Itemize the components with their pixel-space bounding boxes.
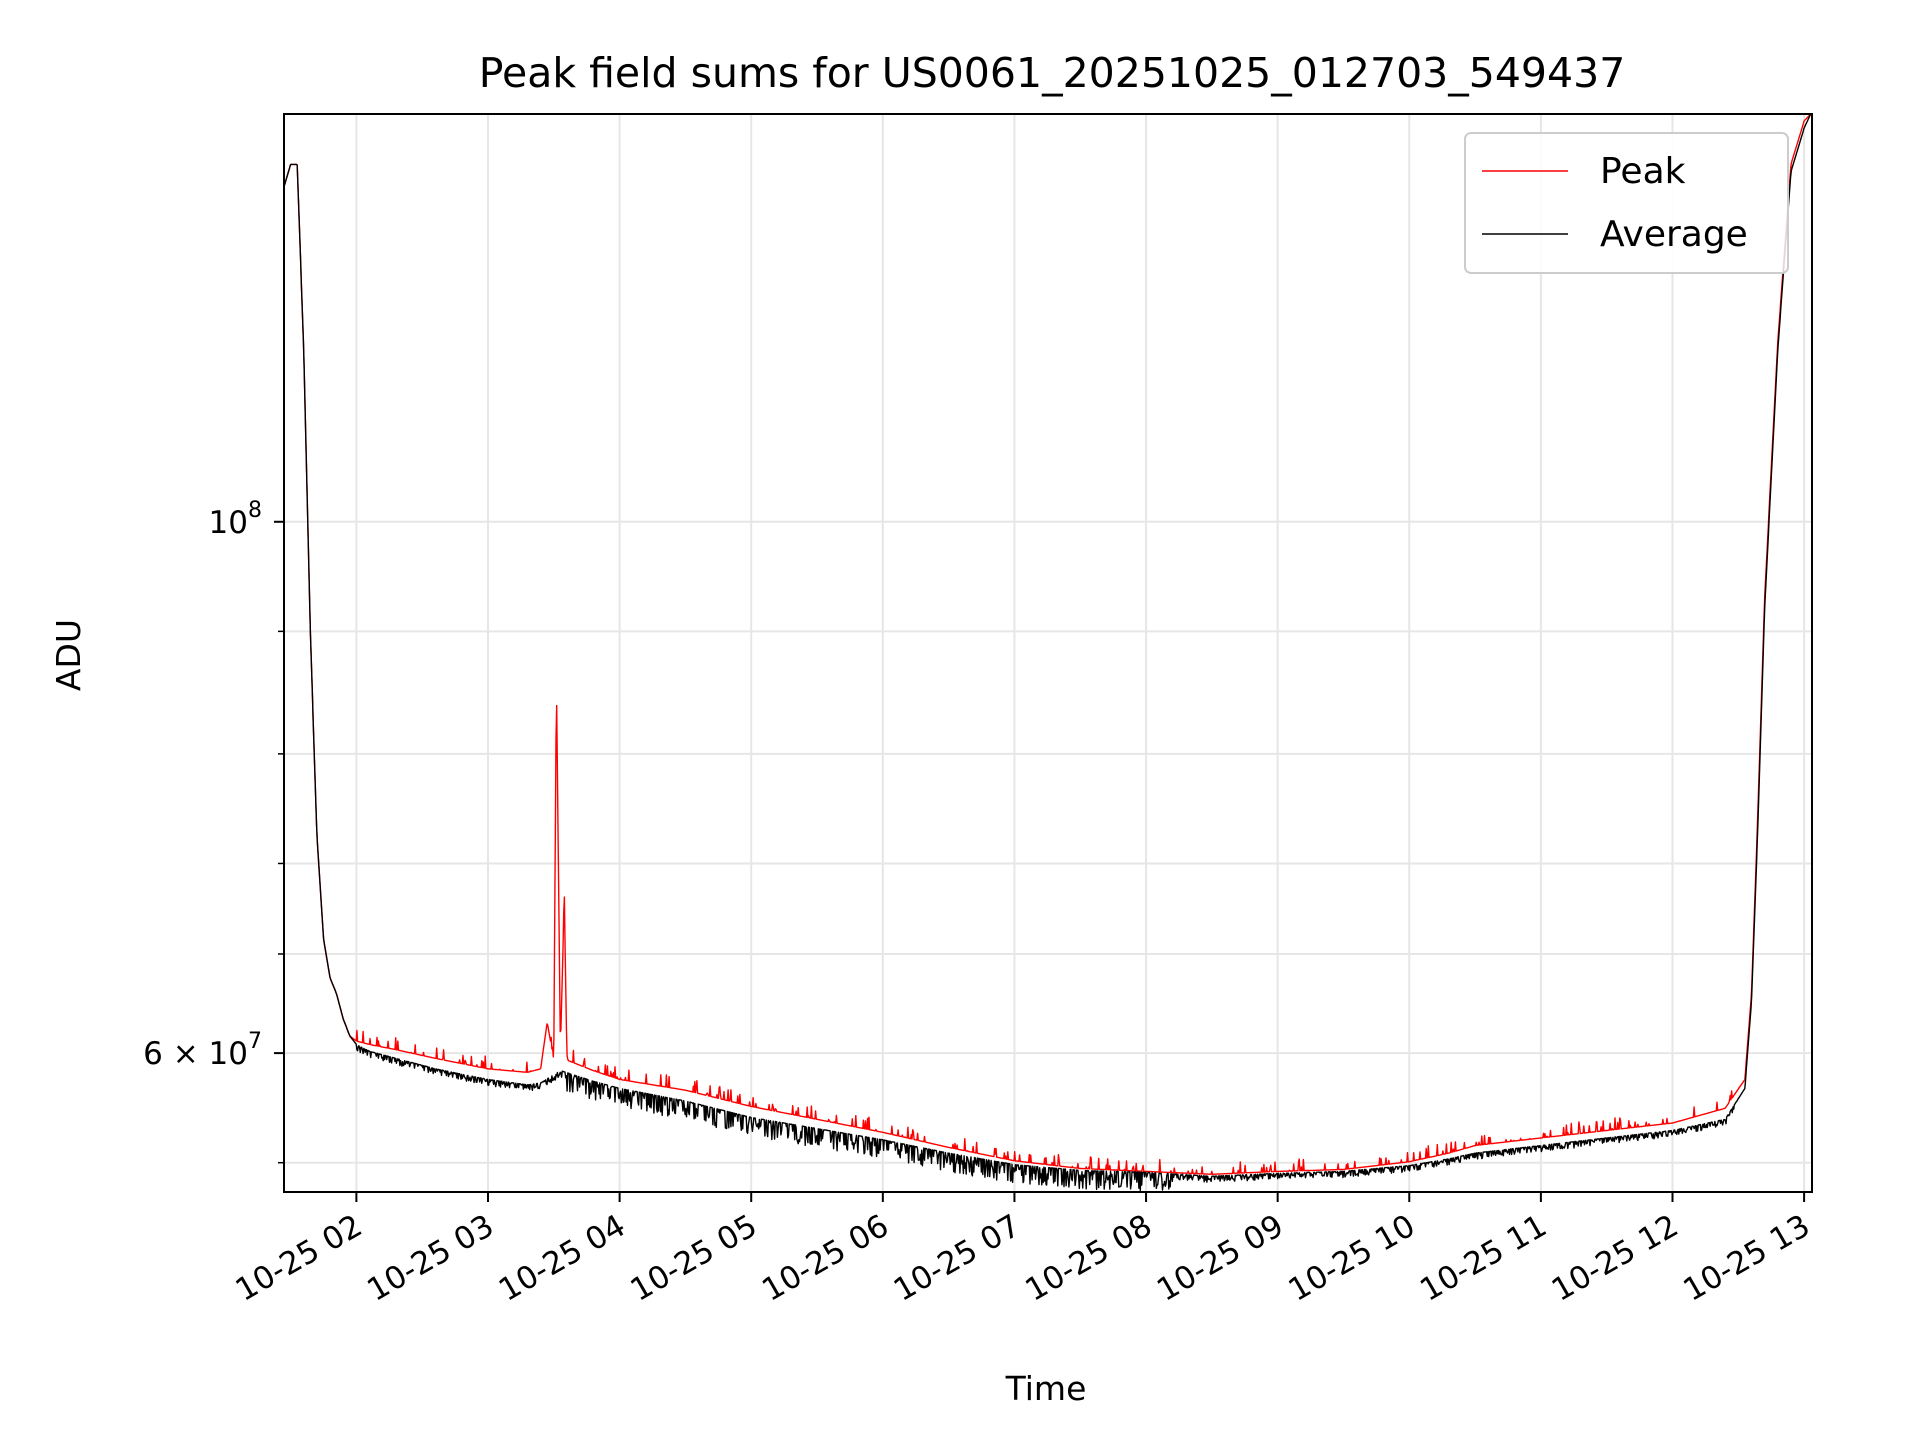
y-axis-title: ADU	[49, 619, 88, 691]
legend-average-label: Average	[1600, 214, 1748, 255]
legend-peak-label: Peak	[1600, 151, 1686, 192]
x-axis-title: Time	[1005, 1369, 1087, 1408]
grid	[284, 114, 1812, 1192]
chart-title: Peak field sums for US0061_20251025_0127…	[479, 49, 1626, 97]
y-tick-label-exponent: 8	[248, 498, 262, 523]
legend-box	[1464, 132, 1789, 274]
y-tick-label: 6 × 107	[143, 1029, 262, 1072]
y-axis: 108 6 × 107	[143, 498, 284, 1164]
series-peak	[283, 113, 1812, 1176]
y-tick-label-mantissa: 10	[209, 505, 248, 541]
y-tick-label-exponent: 7	[248, 1029, 262, 1054]
average-line	[283, 113, 1812, 1192]
series-average	[283, 113, 1812, 1192]
series-layer	[283, 113, 1812, 1192]
legend: Peak Average	[1464, 132, 1789, 274]
y-tick-label-mantissa: 6 × 10	[143, 1036, 248, 1072]
peak-line	[283, 113, 1812, 1176]
plot-frame	[283, 113, 1813, 1193]
y-tick-label: 108	[209, 498, 262, 541]
